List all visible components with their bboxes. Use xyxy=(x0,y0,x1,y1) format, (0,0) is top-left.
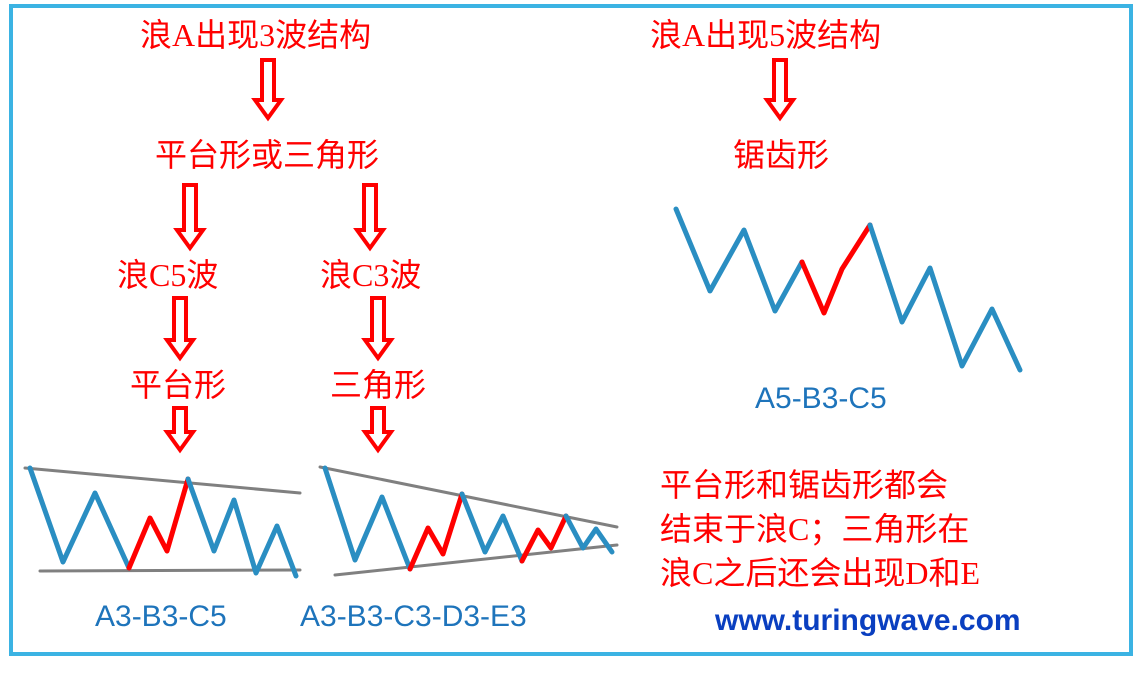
flat-seg-0 xyxy=(30,468,129,568)
text-zigzag: 锯齿形 xyxy=(733,138,829,173)
text-flat-or-triangle: 平台形或三角形 xyxy=(155,138,379,173)
triangle-seg-4 xyxy=(566,516,612,552)
note-line-3: 浪C之后还会出现D和E xyxy=(660,556,980,591)
text-waveC5: 浪C5波 xyxy=(117,258,218,293)
down-arrow-icon xyxy=(767,60,793,118)
flat-seg-1 xyxy=(129,479,188,568)
down-arrow-icon xyxy=(357,185,383,248)
triangle-seg-0 xyxy=(325,468,410,569)
down-arrow-icon xyxy=(167,408,193,450)
text-waveA-5: 浪A出现5波结构 xyxy=(650,18,881,53)
down-arrow-icon xyxy=(365,408,391,450)
flat-guide-0 xyxy=(25,468,300,493)
triangle-guide-0 xyxy=(320,467,617,527)
down-arrow-icon xyxy=(255,60,281,118)
text-waveC3: 浪C3波 xyxy=(320,258,421,293)
triangle-seg-2 xyxy=(462,494,522,561)
page: 浪A出现3波结构 平台形或三角形 浪C5波 浪C3波 平台形 三角形 A3-B3… xyxy=(0,0,1140,675)
text-waveA-3: 浪A出现3波结构 xyxy=(140,18,371,53)
label-triangle-pattern: A3-B3-C3-D3-E3 xyxy=(300,600,527,633)
label-flat-pattern: A3-B3-C5 xyxy=(95,600,227,633)
down-arrow-icon xyxy=(365,298,391,358)
down-arrow-icon xyxy=(167,298,193,358)
flat-seg-2 xyxy=(188,479,296,576)
down-arrow-icon xyxy=(177,185,203,248)
flat-guide-1 xyxy=(40,570,300,571)
zigzag-seg-1 xyxy=(802,225,870,313)
label-zigzag-pattern: A5-B3-C5 xyxy=(755,382,887,415)
zigzag-seg-2 xyxy=(870,225,1020,370)
text-triangle: 三角形 xyxy=(330,368,426,403)
url-text: www.turingwave.com xyxy=(715,604,1021,637)
note-line-1: 平台形和锯齿形都会 xyxy=(660,468,948,503)
text-flat: 平台形 xyxy=(130,368,226,403)
zigzag-seg-0 xyxy=(676,209,802,311)
triangle-seg-1 xyxy=(410,494,462,569)
triangle-seg-3 xyxy=(522,516,566,561)
note-line-2: 结束于浪C；三角形在 xyxy=(660,512,969,547)
triangle-guide-1 xyxy=(335,545,617,575)
